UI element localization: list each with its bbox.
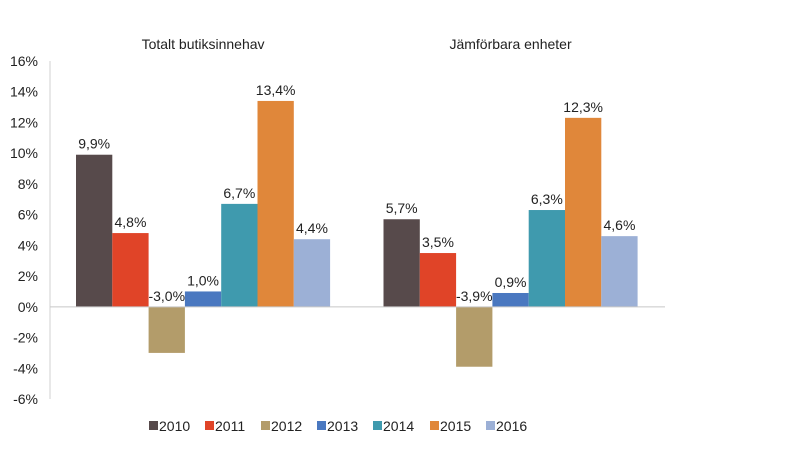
bar-2011 (419, 253, 457, 307)
bar-2010 (383, 219, 420, 307)
y-tick-label: -4% (13, 360, 38, 376)
legend-swatch-2015 (430, 421, 439, 430)
legend-label: 2015 (440, 418, 471, 434)
bar-2015 (565, 117, 602, 307)
bar-2012 (456, 306, 493, 367)
y-tick-label: 8% (18, 176, 38, 192)
bar-2010 (76, 154, 113, 307)
data-label: 9,9% (78, 136, 110, 152)
bar-2015 (257, 100, 294, 307)
y-tick-label: 2% (18, 268, 38, 284)
legend-label: 2016 (496, 418, 527, 434)
data-label: 1,0% (187, 272, 219, 288)
data-label: 3,5% (422, 234, 454, 250)
data-label: 6,3% (531, 191, 563, 207)
legend-label: 2013 (327, 418, 358, 434)
data-label: -3,9% (456, 288, 493, 304)
legend-label: 2012 (271, 418, 302, 434)
bar-2016 (601, 236, 638, 307)
legend-label: 2010 (159, 418, 190, 434)
category-title: Totalt butiksinnehav (142, 36, 265, 52)
bar-2011 (112, 233, 149, 307)
legend-swatch-2010 (149, 421, 158, 430)
legend-swatch-2014 (373, 421, 382, 430)
data-label: 4,8% (114, 214, 146, 230)
y-tick-label: 12% (10, 114, 38, 130)
bar-2014 (221, 203, 258, 307)
bar-2013 (184, 291, 222, 307)
data-label: 13,4% (256, 82, 296, 98)
data-label: 0,9% (495, 274, 527, 290)
data-label: -3,0% (148, 288, 185, 304)
y-tick-label: 6% (18, 207, 38, 223)
data-label: 12,3% (563, 99, 603, 115)
legend-swatch-2011 (205, 421, 214, 430)
bar-2013 (492, 292, 529, 307)
legend-swatch-2013 (317, 421, 326, 430)
y-tick-label: 14% (10, 84, 38, 100)
bar-2014 (528, 210, 565, 307)
legend-swatch-2012 (261, 421, 270, 430)
y-tick-label: -6% (13, 391, 38, 407)
y-tick-label: -2% (13, 330, 38, 346)
y-tick-label: 10% (10, 145, 38, 161)
bar-2016 (293, 239, 331, 307)
y-tick-label: 4% (18, 237, 38, 253)
legend-label: 2011 (215, 418, 245, 434)
legend-label: 2014 (383, 418, 414, 434)
data-label: 6,7% (223, 185, 255, 201)
y-tick-label: 16% (10, 53, 38, 69)
bar-2012 (148, 306, 185, 353)
y-tick-label: 0% (18, 299, 38, 315)
data-label: 4,6% (603, 217, 635, 233)
category-title: Jämförbara enheter (449, 36, 572, 52)
legend-swatch-2016 (486, 421, 495, 430)
data-label: 4,4% (296, 220, 328, 236)
data-label: 5,7% (386, 200, 418, 216)
